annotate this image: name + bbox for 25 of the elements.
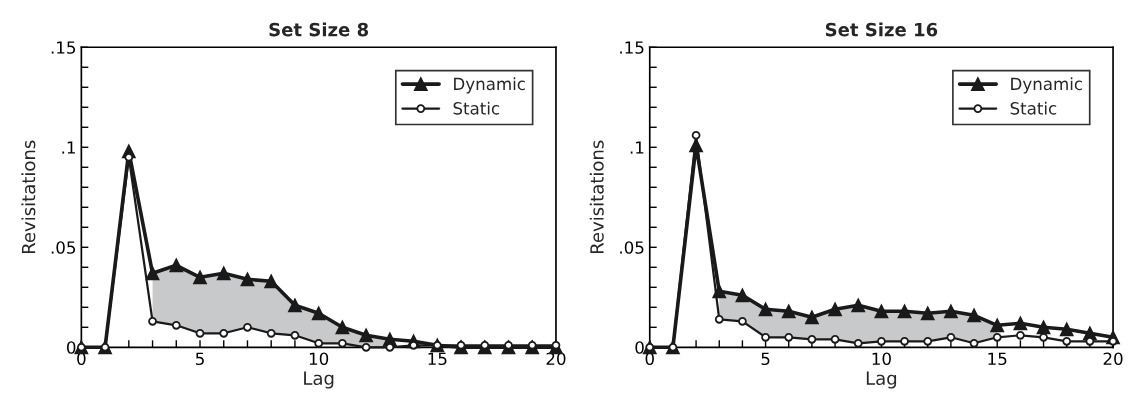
chart-title: Set Size 8 xyxy=(269,22,369,37)
y-axis-title: Revisitations xyxy=(21,140,36,254)
x-tick-label: 10 xyxy=(872,352,891,366)
x-tick-label: 5 xyxy=(761,352,770,366)
legend-label: Static xyxy=(453,101,500,115)
y-tick-label: .1 xyxy=(630,141,644,154)
y-tick-label: .15 xyxy=(620,41,644,54)
y-tick-label: .05 xyxy=(51,241,76,254)
x-tick-label: 20 xyxy=(1103,352,1123,366)
y-tick-label: .05 xyxy=(620,241,644,254)
y-tick-label: 0 xyxy=(66,341,76,354)
y-tick-label: 0 xyxy=(635,341,644,354)
legend-label: Dynamic xyxy=(454,77,525,94)
x-tick-label: 15 xyxy=(428,352,447,366)
x-axis-title: Lag xyxy=(866,371,897,389)
legend-label: Static xyxy=(1010,101,1057,115)
x-tick-label: 10 xyxy=(309,352,329,366)
legend-label: Dynamic xyxy=(1011,77,1083,94)
x-tick-label: 15 xyxy=(988,352,1007,366)
x-tick-label: 5 xyxy=(195,352,204,366)
y-axis-title: Revisitations xyxy=(589,140,604,254)
chart-title: Set Size 16 xyxy=(825,22,938,37)
x-axis-title: Lag xyxy=(304,371,334,389)
y-tick-label: .15 xyxy=(51,41,76,54)
y-tick-label: .1 xyxy=(62,141,75,154)
